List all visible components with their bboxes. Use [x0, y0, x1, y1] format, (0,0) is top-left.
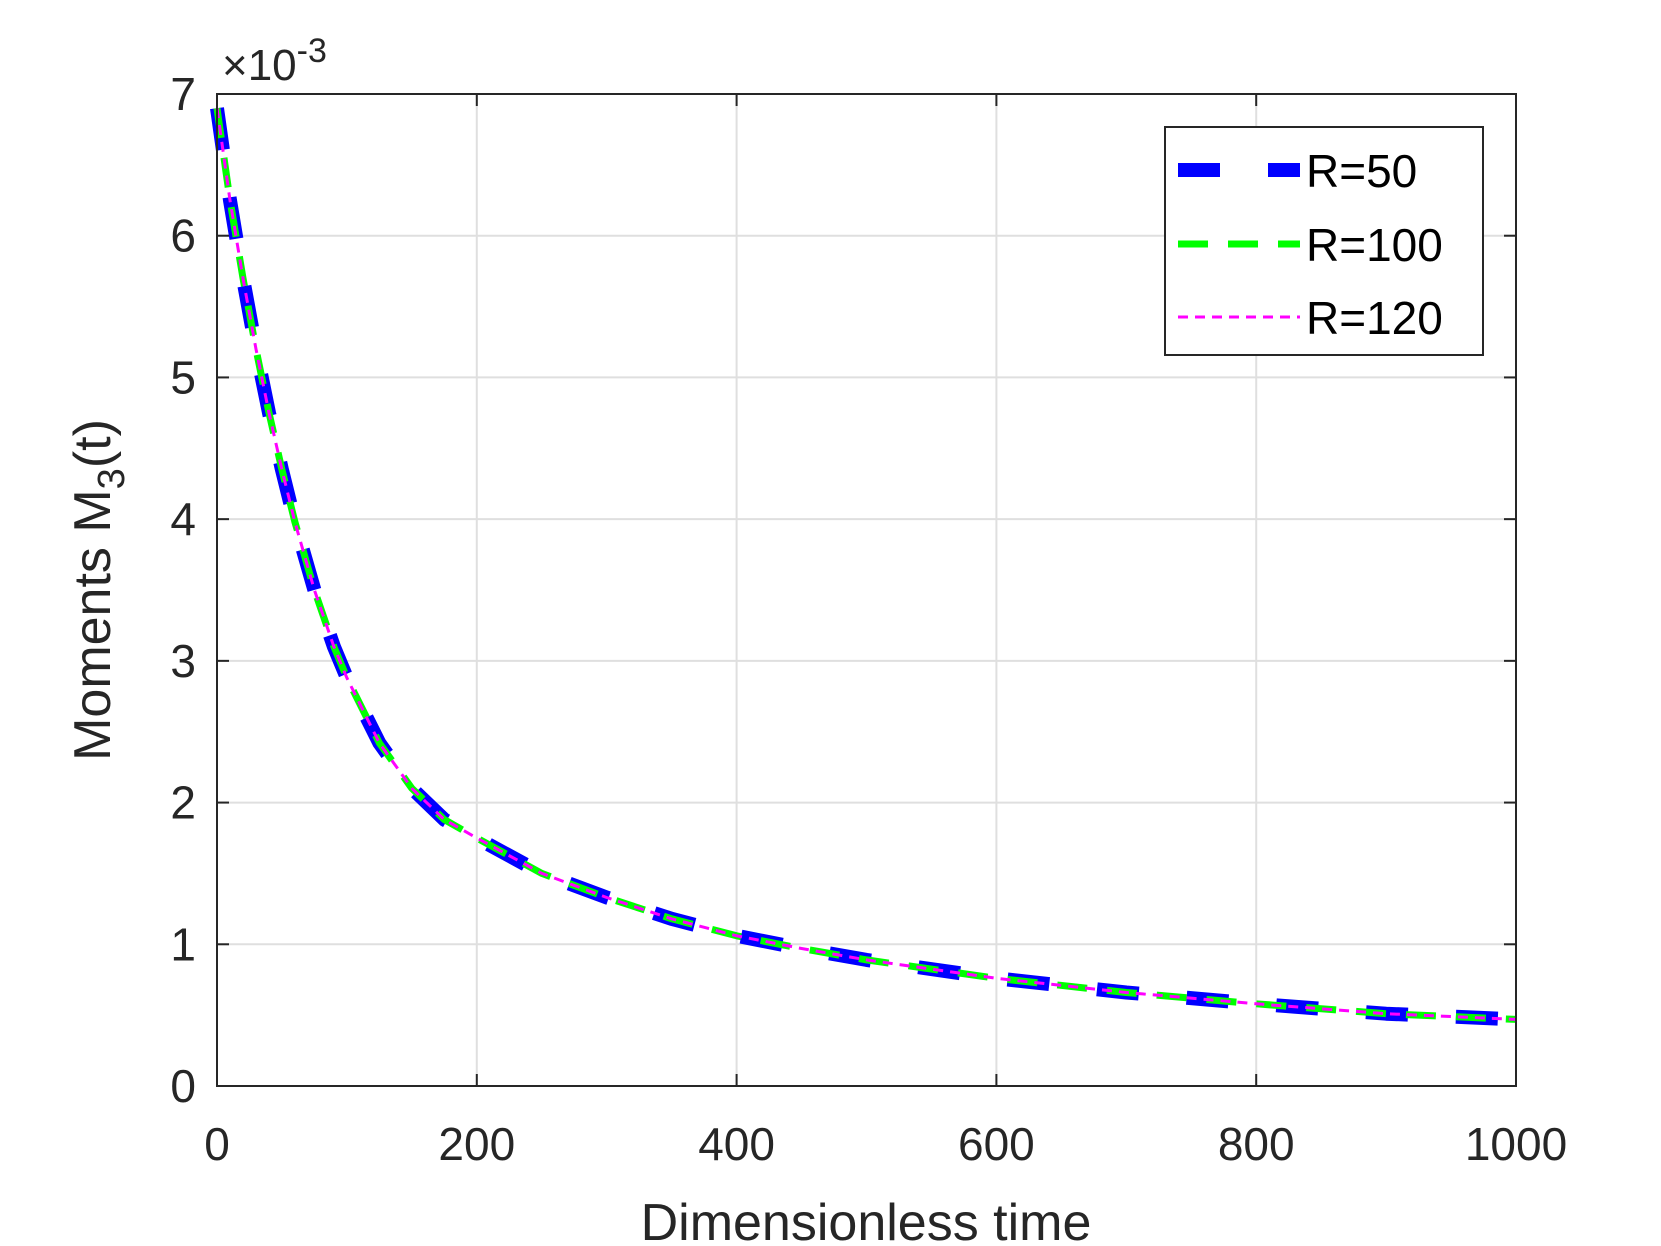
- y-axis-title-tail: (t): [64, 419, 122, 468]
- y-multiplier-exponent: -3: [297, 32, 327, 70]
- series-line-r-120: [215, 107, 1517, 1021]
- y-tick-label: 6: [170, 210, 196, 262]
- y-axis-title-subscript: 3: [91, 468, 133, 489]
- y-tick-label: 1: [170, 918, 196, 970]
- y-multiplier-prefix: ×10: [222, 41, 297, 90]
- y-tick-label: 3: [170, 635, 196, 687]
- y-tick-label: 4: [170, 493, 196, 545]
- y-axis-title: Moments M3(t): [64, 419, 133, 761]
- x-tick-labels: 0 200 400 600 800 1000: [204, 1118, 1567, 1170]
- x-tick-label: 1000: [1465, 1118, 1567, 1170]
- y-axis-title-main: Moments M: [64, 489, 122, 761]
- legend-label-r120: R=120: [1306, 292, 1443, 344]
- x-tick-label: 0: [204, 1118, 230, 1170]
- legend: R=50 R=100 R=120: [1164, 126, 1484, 356]
- x-tick-label: 400: [698, 1118, 775, 1170]
- tick-marks: [216, 93, 1517, 1087]
- y-tick-label: 0: [170, 1060, 196, 1112]
- y-tick-label: 2: [170, 777, 196, 829]
- y-tick-labels: 0 1 2 3 4 5 6 7: [170, 68, 196, 1112]
- legend-label-r100: R=100: [1306, 219, 1443, 271]
- y-tick-label: 5: [170, 351, 196, 403]
- series-layer: [210, 107, 1517, 1027]
- legend-label-r50: R=50: [1306, 145, 1417, 197]
- x-tick-label: 600: [958, 1118, 1035, 1170]
- x-tick-label: 200: [438, 1118, 515, 1170]
- x-axis-title: Dimensionless time: [641, 1194, 1092, 1246]
- x-tick-label: 800: [1218, 1118, 1295, 1170]
- plot-frame: [216, 93, 1517, 1087]
- y-multiplier: ×10-3: [222, 32, 327, 90]
- y-tick-label: 7: [170, 68, 196, 120]
